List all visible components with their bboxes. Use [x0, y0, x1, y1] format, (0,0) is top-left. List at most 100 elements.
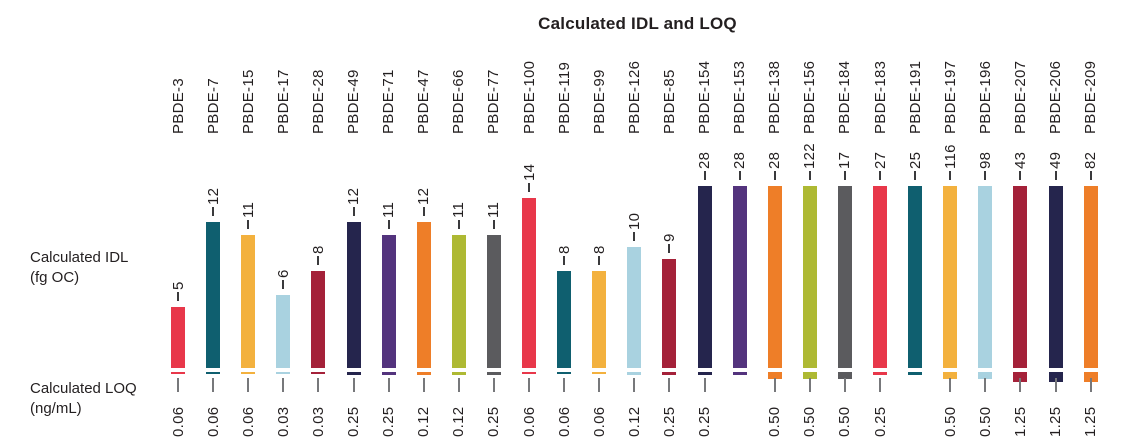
chart-column: PBDE-99 8 0.06: [581, 0, 617, 440]
idl-value-label: 11: [450, 201, 468, 218]
idl-bar: [276, 295, 291, 368]
loq-value-tick: [352, 378, 355, 392]
loq-marker-dash: [416, 372, 431, 375]
idl-value-label: 25: [906, 151, 924, 169]
loq-value-tick: [984, 378, 987, 392]
loq-value-label: 0.03: [309, 406, 327, 437]
idl-value-label: 8: [309, 245, 327, 254]
idl-value-label: 12: [415, 187, 433, 205]
loq-value-label: 0.25: [871, 406, 889, 437]
loq-marker-dash: [276, 372, 291, 374]
idl-value-tick: [984, 171, 987, 180]
chart-column: PBDE-28 8 0.03: [300, 0, 336, 440]
idl-value-label: 8: [590, 245, 608, 254]
loq-value-label: 0.06: [555, 406, 573, 437]
idl-value-tick: [282, 280, 285, 289]
loq-value-label: 0.12: [625, 406, 643, 437]
chart-column: PBDE-71 11 0.25: [371, 0, 407, 440]
idl-bar: [767, 186, 782, 368]
loq-marker-dash: [486, 372, 501, 375]
idl-value-label: 43: [1011, 151, 1029, 169]
chart-column: PBDE-3 5 0.06: [160, 0, 196, 440]
chart-column: PBDE-156 122 0.50: [792, 0, 828, 440]
chart-column: PBDE-196 98 0.50: [967, 0, 1003, 440]
idl-value-tick: [949, 171, 952, 180]
loq-value-tick: [598, 378, 601, 392]
idl-value-tick: [1054, 171, 1057, 180]
loq-value-tick: [457, 378, 460, 392]
loq-value-label: 0.12: [415, 406, 433, 437]
loq-value-tick: [668, 378, 671, 392]
loq-value-label: 0.50: [801, 406, 819, 437]
idl-bar: [381, 235, 396, 368]
loq-value-tick: [949, 378, 952, 392]
category-label: PBDE-66: [450, 69, 468, 134]
idl-value-tick: [352, 207, 355, 216]
idl-bar: [592, 271, 607, 368]
category-label: PBDE-153: [731, 60, 749, 134]
idl-value-tick: [808, 171, 811, 180]
idl-value-tick: [773, 171, 776, 180]
category-label: PBDE-197: [941, 60, 959, 134]
chart-column: PBDE-77 11 0.25: [476, 0, 512, 440]
idl-bar: [311, 271, 326, 368]
loq-value-tick: [528, 378, 530, 392]
chart-column: PBDE-153 28: [722, 0, 758, 440]
idl-value-label: 9: [660, 233, 678, 242]
idl-bar: [1083, 186, 1098, 368]
idl-value-tick: [492, 220, 495, 229]
loq-value-label: 0.50: [941, 406, 959, 437]
category-label: PBDE-191: [906, 60, 924, 134]
idl-value-label: 12: [204, 187, 222, 205]
loq-value-label: 0.50: [836, 406, 854, 437]
loq-value-tick: [563, 378, 566, 392]
loq-marker-dash: [206, 372, 221, 374]
idl-value-label: 11: [485, 201, 503, 218]
loq-marker-dash: [978, 372, 993, 379]
idl-value-tick: [177, 292, 179, 301]
loq-value-label: 0.03: [274, 406, 292, 437]
category-label: PBDE-77: [485, 69, 503, 134]
loq-value-label: 1.25: [1011, 406, 1029, 437]
loq-marker-dash: [732, 372, 747, 375]
idl-bar: [873, 186, 887, 368]
idl-bar: [1013, 186, 1028, 368]
category-label: PBDE-156: [801, 60, 819, 134]
idl-value-label: 49: [1047, 151, 1064, 169]
loq-marker-dash: [451, 372, 466, 375]
chart-column: PBDE-126 10 0.12: [616, 0, 652, 440]
loq-marker-dash: [592, 372, 607, 374]
category-label: PBDE-28: [309, 69, 327, 134]
idl-bar: [522, 198, 536, 368]
chart-column: PBDE-100 14 0.06: [511, 0, 547, 440]
category-label: PBDE-138: [766, 60, 784, 134]
category-label: PBDE-206: [1047, 60, 1064, 134]
idl-bar: [908, 186, 923, 368]
idl-value-tick: [1019, 171, 1022, 180]
idl-bar: [171, 307, 185, 368]
loq-value-label: 1.25: [1047, 406, 1064, 437]
loq-value-label: 0.25: [660, 406, 678, 437]
loq-value-tick: [387, 378, 390, 392]
loq-value-label: 0.06: [590, 406, 608, 437]
category-label: PBDE-207: [1011, 60, 1029, 134]
category-label: PBDE-154: [696, 60, 713, 134]
category-label: PBDE-196: [976, 60, 994, 134]
chart-column: PBDE-47 12 0.12: [406, 0, 442, 440]
idl-axis-label-line2: (fg OC): [30, 269, 80, 286]
category-label: PBDE-47: [415, 69, 433, 134]
loq-marker-dash: [802, 372, 817, 379]
loq-marker-dash: [697, 372, 712, 375]
loq-value-tick: [492, 378, 495, 392]
idl-bar: [662, 259, 677, 368]
idl-value-label: 17: [836, 151, 854, 169]
chart-column: PBDE-206 49 1.25: [1038, 0, 1074, 440]
loq-value-tick: [773, 378, 776, 392]
chart-column: PBDE-154 28 0.25: [687, 0, 723, 440]
idl-bar: [1048, 186, 1063, 368]
idl-value-tick: [457, 220, 460, 229]
idl-value-tick: [247, 220, 250, 229]
idl-value-label: 122: [801, 143, 819, 169]
idl-bar: [732, 186, 747, 368]
